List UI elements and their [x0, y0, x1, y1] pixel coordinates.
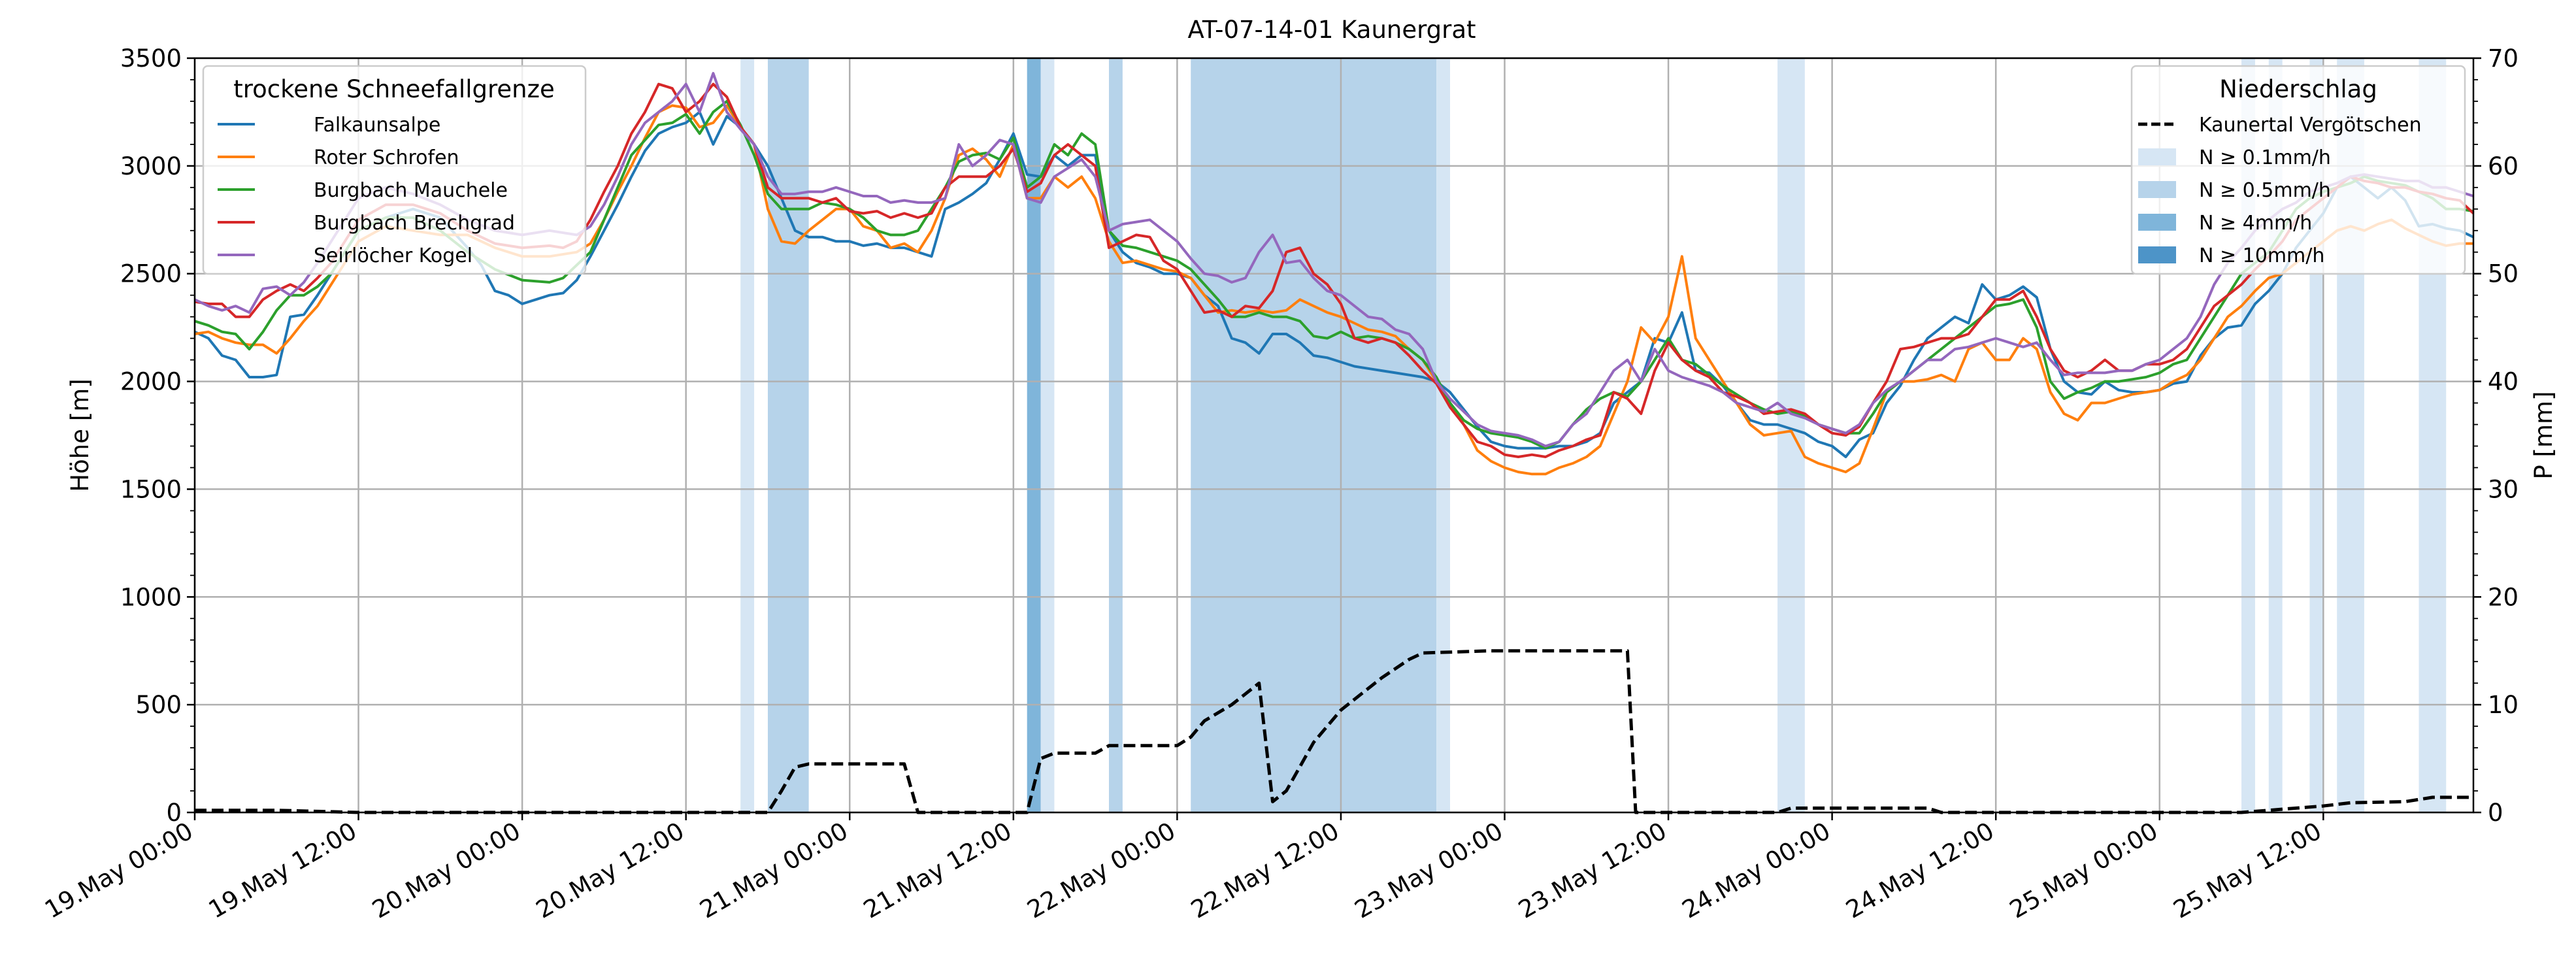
precip-legend-label-4: N ≥ 10mm/h — [2199, 244, 2324, 267]
precip-band-5 — [1191, 58, 1437, 812]
precip-legend-label-3: N ≥ 4mm/h — [2199, 212, 2312, 235]
precip-legend-label-0: Kaunertal Vergötschen — [2199, 114, 2422, 137]
y2-tick-label-2: 20 — [2488, 583, 2518, 611]
y-tick-label-5: 2500 — [120, 260, 182, 288]
y-tick-label-1: 500 — [135, 691, 182, 719]
y2-tick-label-0: 0 — [2488, 799, 2503, 827]
precip-legend-entries: Kaunertal Vergötschen N ≥ 0.1mm/h N ≥ 0.5m… — [2138, 114, 2422, 267]
precip-band-7 — [1777, 58, 1805, 812]
y2-axis-label: P [mm] — [2530, 391, 2558, 479]
y-tick-label-0: 0 — [166, 799, 182, 827]
y-axis-label: Höhe [m] — [66, 378, 94, 492]
y2-tick-label-3: 30 — [2488, 475, 2518, 503]
precip-band-6 — [1436, 58, 1450, 812]
y-tick-label-2: 1000 — [120, 583, 182, 611]
y2-tick-label-7: 70 — [2488, 44, 2518, 73]
legend-label-2: Burgbach Mauchele — [314, 179, 508, 202]
precip-series — [195, 649, 2473, 814]
precip-band-0 — [740, 58, 755, 812]
legend-label-0: Falkaunsalpe — [314, 114, 440, 137]
precip-legend-swatch-3 — [2138, 214, 2176, 231]
series-line-seirl-cher-kogel — [194, 72, 2474, 448]
legend-label-1: Roter Schrofen — [314, 146, 459, 169]
precip-legend-title: Niederschlag — [2219, 75, 2377, 103]
legend-label-4: Seirlöcher Kogel — [314, 244, 472, 267]
precip-band-2 — [1027, 58, 1041, 812]
y-tick-label-7: 3500 — [120, 44, 182, 73]
precip-line-kaunertal-vergoetschen — [195, 649, 2473, 814]
plot-frame — [193, 57, 2475, 814]
chart-title: AT-07-14-01 Kaunergrat — [1187, 16, 1476, 44]
precip-legend-swatch-4 — [2138, 246, 2176, 263]
y-tick-label-3: 1500 — [120, 475, 182, 503]
y-tick-label-6: 3000 — [120, 152, 182, 180]
precip-legend-swatch-2 — [2138, 181, 2176, 198]
precip-legend: Niederschlag Kaunertal Vergötschen N ≥ 0.… — [2130, 65, 2466, 275]
precip-band-4 — [1108, 58, 1123, 812]
precip-legend-box — [2130, 65, 2466, 275]
snowline-legend-box — [202, 65, 587, 275]
y2-tick-label-1: 10 — [2488, 691, 2518, 719]
precip-legend-swatch-1 — [2138, 148, 2176, 165]
precip-band-3 — [1040, 58, 1055, 812]
y2-tick-label-4: 40 — [2488, 368, 2518, 396]
snowline-legend-entries: Falkaunsalpe Roter Schrofen Burgbach Mauch… — [218, 114, 515, 267]
y2-tick-label-6: 60 — [2488, 152, 2518, 180]
precip-band-1 — [767, 58, 809, 812]
precip-legend-label-2: N ≥ 0.5mm/h — [2199, 179, 2331, 202]
y-tick-label-4: 2000 — [120, 368, 182, 396]
y2-tick-label-5: 50 — [2488, 260, 2518, 288]
legend-label-3: Burgbach Brechgrad — [314, 212, 515, 235]
snowline-legend-title: trockene Schneefallgrenze — [233, 75, 555, 103]
series-line-burgbach-brechgrad — [194, 82, 2475, 458]
snowline-legend: trockene Schneefallgrenze Falkaunsalpe Ro… — [202, 65, 587, 275]
snowline-series — [194, 72, 2475, 476]
precip-legend-label-1: N ≥ 0.1mm/h — [2199, 146, 2331, 169]
series-line-roter-schrofen — [194, 104, 2473, 476]
